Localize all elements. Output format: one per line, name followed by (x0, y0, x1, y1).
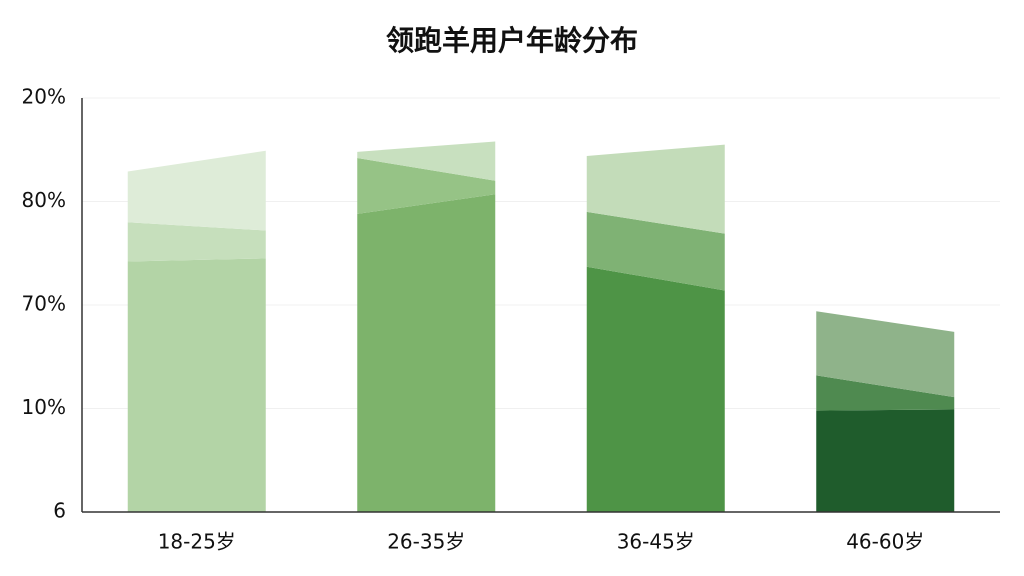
bar-segment (586, 144, 725, 234)
y-tick-label: 80% (22, 188, 66, 212)
bar-segment (357, 141, 496, 181)
x-tick-label: 18-25岁 (158, 530, 236, 554)
y-tick-label: 6 (53, 499, 66, 523)
y-tick-label: 10% (22, 395, 66, 419)
x-tick-label: 36-45岁 (617, 530, 695, 554)
x-tick-label: 46-60岁 (846, 530, 924, 554)
y-tick-label: 70% (22, 292, 66, 316)
bar-segment (127, 222, 266, 262)
bar-segment (586, 211, 725, 291)
x-tick-label: 26-35岁 (387, 530, 465, 554)
bar-segment (816, 409, 955, 512)
bar-segment (816, 311, 955, 398)
bar-segment (357, 158, 496, 214)
bar-segment (357, 194, 496, 512)
bar-segment (127, 150, 266, 231)
chart-title: 领跑羊用户年龄分布 (386, 24, 638, 57)
bar-segment (816, 375, 955, 411)
y-tick-label: 20% (22, 85, 66, 109)
bar-segment (586, 266, 725, 512)
bar-segment (127, 258, 266, 512)
